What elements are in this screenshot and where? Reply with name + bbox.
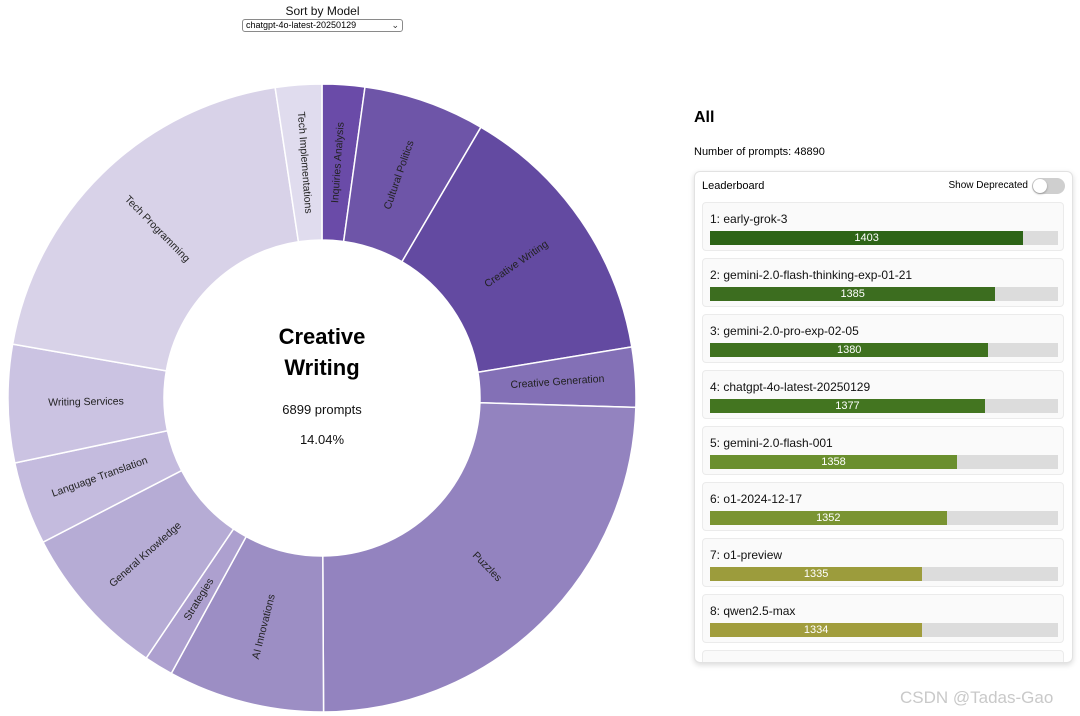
leaderboard-row[interactable]: 6: o1-2024-12-17 1352 [702,482,1064,531]
score-bar-fill: 1377 [710,399,985,413]
center-title-line1: Creative [279,324,366,349]
leaderboard-row[interactable]: 4: chatgpt-4o-latest-20250129 1377 [702,370,1064,419]
score-value: 1352 [816,512,841,524]
leaderboard-title: Leaderboard [702,180,765,192]
model-select[interactable]: chatgpt-4o-latest-20250129 ⌄ [242,19,403,32]
score-value: 1380 [836,344,862,356]
show-deprecated-toggle[interactable] [1032,178,1065,194]
score-value: 1335 [803,568,829,580]
score-value: 1403 [854,232,879,244]
leaderboard-row[interactable]: 1: early-grok-3 1403 [702,202,1064,251]
sort-control: Sort by Model chatgpt-4o-latest-20250129… [242,4,403,32]
watermark: CSDN @Tadas-Gao [900,688,1054,707]
model-name: 7: o1-preview [710,548,783,562]
score-bar-track: 1380 [710,343,1058,357]
score-bar-fill: 1380 [710,343,989,357]
score-bar-fill: 1385 [710,287,996,301]
leaderboard-list: 1: early-grok-3 1403 2: gemini-2.0-flash-t… [702,202,1064,662]
leaderboard-card: Leaderboard Show Deprecated 1: early-gro… [694,171,1073,663]
center-title-line2: Writing [284,355,359,380]
leaderboard-row-partial[interactable] [702,650,1064,662]
model-name: 2: gemini-2.0-flash-thinking-exp-01-21 [710,268,913,282]
sort-label: Sort by Model [285,4,360,18]
model-name: 5: gemini-2.0-flash-001 [710,436,833,450]
model-name: 1: early-grok-3 [710,212,788,226]
center-prompts: 6899 prompts [282,402,362,417]
score-bar-track: 1377 [710,399,1058,413]
score-bar-fill: 1358 [710,455,958,469]
score-bar-track: 1403 [710,231,1058,245]
model-name: 3: gemini-2.0-pro-exp-02-05 [710,324,859,338]
model-name: 8: qwen2.5-max [710,604,796,618]
chevron-down-icon: ⌄ [391,20,399,30]
score-bar-track: 1334 [710,623,1058,637]
segment-label: Inquiries Analysis [329,122,347,204]
segment-tech-implementations[interactable] [274,83,323,243]
segment-label: Writing Services [48,395,124,408]
leaderboard-row[interactable]: 8: qwen2.5-max 1334 [702,594,1064,643]
panel-title: All [694,109,715,126]
panel-prompt-count: Number of prompts: 48890 [694,146,825,158]
segment-puzzles[interactable] [322,401,637,713]
score-bar-track: 1385 [710,287,1058,301]
score-bar-track: 1335 [710,567,1058,581]
score-value: 1358 [821,456,846,468]
segment-tech-programming[interactable] [11,86,300,372]
leaderboard-row[interactable]: 2: gemini-2.0-flash-thinking-exp-01-21 13… [702,258,1064,307]
center-percent: 14.04% [300,432,345,447]
leaderboard-row[interactable]: 3: gemini-2.0-pro-exp-02-05 1380 [702,314,1064,363]
score-bar-fill: 1403 [710,231,1024,245]
toggle-knob [1033,179,1047,193]
leaderboard-header: Leaderboard Show Deprecated [695,172,1072,198]
model-select-value: chatgpt-4o-latest-20250129 [246,20,357,30]
score-bar-track: 1352 [710,511,1058,525]
segment-creative-writing[interactable] [400,126,633,374]
score-bar-track: 1358 [710,455,1058,469]
score-value: 1385 [840,288,865,300]
score-bar-fill: 1352 [710,511,947,525]
model-name: 4: chatgpt-4o-latest-20250129 [710,380,871,394]
leaderboard-row[interactable]: 5: gemini-2.0-flash-001 1358 [702,426,1064,475]
score-bar-fill: 1334 [710,623,923,637]
show-deprecated-label: Show Deprecated [948,180,1029,191]
score-bar-fill: 1335 [710,567,923,581]
leaderboard-row[interactable]: 7: o1-preview 1335 [702,538,1064,587]
model-name: 6: o1-2024-12-17 [710,492,803,506]
score-value: 1334 [803,624,829,636]
score-value: 1377 [835,400,860,412]
